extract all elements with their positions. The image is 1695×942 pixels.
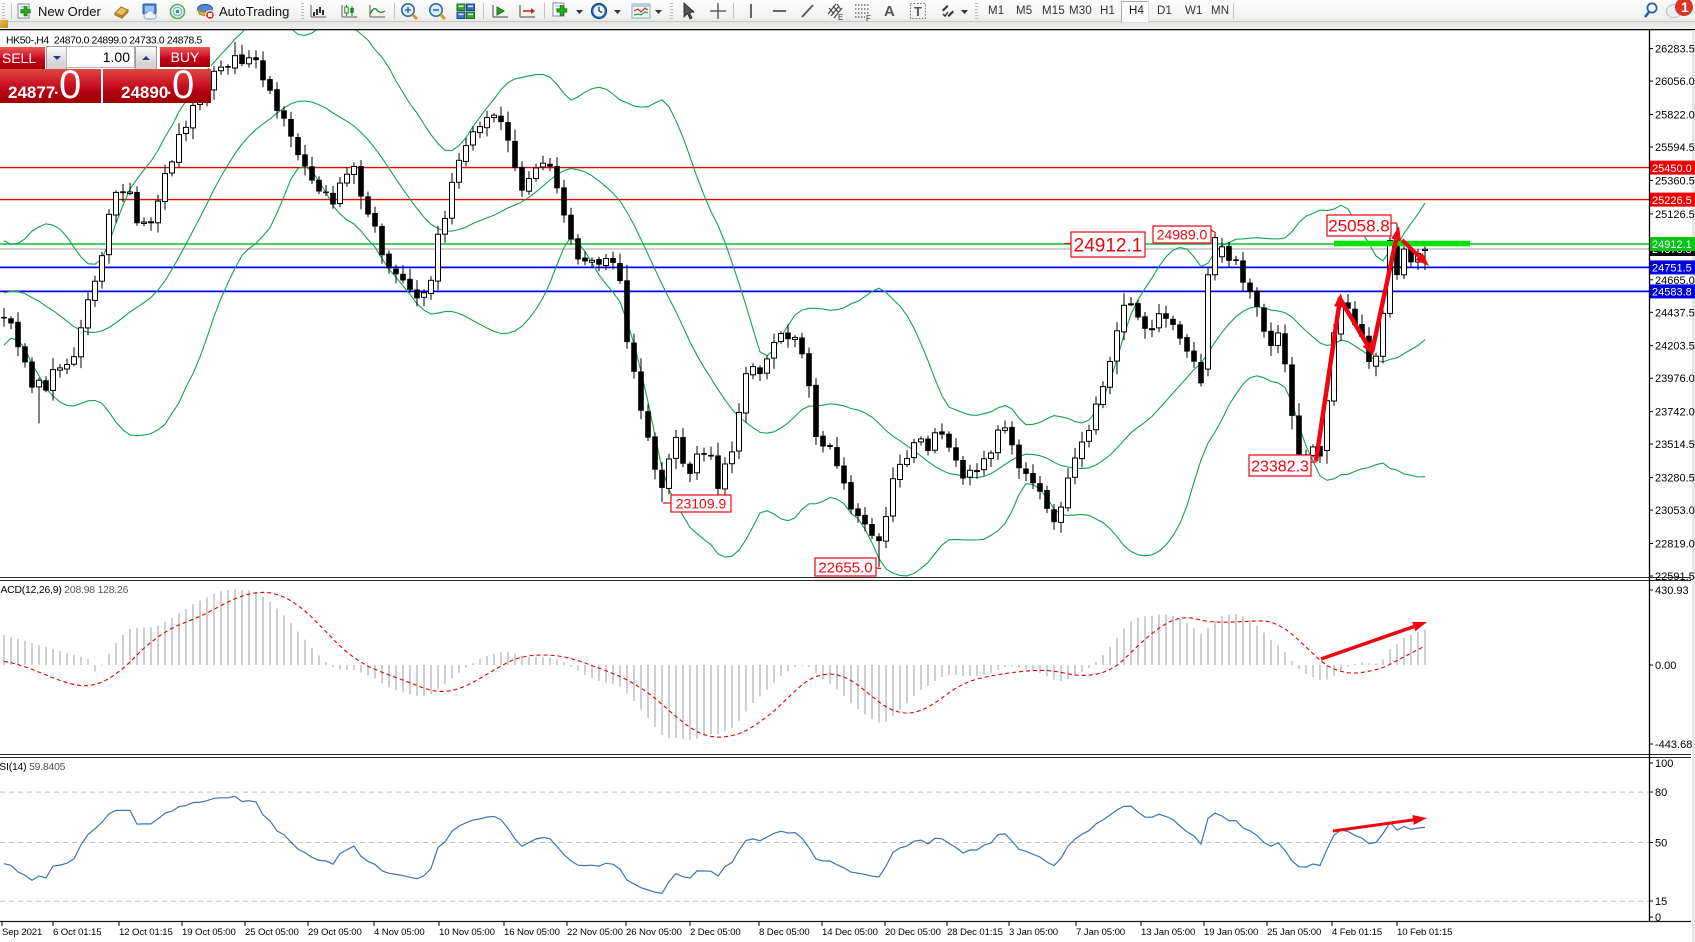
svg-text:25 Jan 05:00: 25 Jan 05:00 <box>1267 927 1321 938</box>
svg-text:430.93: 430.93 <box>1655 585 1689 597</box>
svg-text:23280.5: 23280.5 <box>1655 473 1695 485</box>
svg-text:MACD(12,26,9) 208.98 128.26: MACD(12,26,9) 208.98 128.26 <box>0 585 129 596</box>
svg-text:22655.0: 22655.0 <box>818 559 872 576</box>
svg-text:22 Nov 05:00: 22 Nov 05:00 <box>567 927 623 938</box>
svg-text:24665.0: 24665.0 <box>1655 275 1695 287</box>
svg-text:23742.0: 23742.0 <box>1655 407 1695 419</box>
svg-text:19 Jan 05:00: 19 Jan 05:00 <box>1204 927 1258 938</box>
svg-text:26 Nov 05:00: 26 Nov 05:00 <box>626 927 682 938</box>
svg-text:HK50-,H4 24870.0 24899.0 2473: HK50-,H4 24870.0 24899.0 24733.0 24878.5 <box>6 36 203 47</box>
svg-text:25360.5: 25360.5 <box>1655 175 1695 187</box>
svg-text:23382.3: 23382.3 <box>1251 458 1309 475</box>
svg-text:28 Dec 01:15: 28 Dec 01:15 <box>947 927 1003 938</box>
svg-text:24912.1: 24912.1 <box>1652 239 1692 251</box>
svg-text:25822.0: 25822.0 <box>1655 110 1695 122</box>
svg-text:14 Dec 05:00: 14 Dec 05:00 <box>822 927 878 938</box>
svg-text:24989.0: 24989.0 <box>1157 227 1208 243</box>
svg-text:1: 1 <box>1681 0 1689 15</box>
svg-text:24583.8: 24583.8 <box>1652 287 1692 299</box>
svg-text:24912.1: 24912.1 <box>1074 235 1143 256</box>
svg-text:20 Dec 05:00: 20 Dec 05:00 <box>885 927 941 938</box>
svg-text:22819.0: 22819.0 <box>1655 539 1695 551</box>
svg-text:E: E <box>838 13 843 21</box>
svg-text:24203.5: 24203.5 <box>1655 341 1695 353</box>
svg-text:-443.68: -443.68 <box>1655 739 1692 751</box>
svg-text:22591.5: 22591.5 <box>1655 571 1695 583</box>
svg-text:19 Oct 05:00: 19 Oct 05:00 <box>182 927 236 938</box>
svg-text:24437.5: 24437.5 <box>1655 307 1695 319</box>
svg-text:25 Oct 05:00: 25 Oct 05:00 <box>245 927 299 938</box>
svg-text:23514.5: 23514.5 <box>1655 439 1695 451</box>
svg-text:2 Dec 05:00: 2 Dec 05:00 <box>690 927 741 938</box>
svg-text:0.00: 0.00 <box>1655 660 1676 672</box>
svg-text:23976.0: 23976.0 <box>1655 373 1695 385</box>
svg-text:T: T <box>914 4 922 19</box>
svg-text:29 Oct 05:00: 29 Oct 05:00 <box>308 927 362 938</box>
svg-text:25594.5: 25594.5 <box>1655 142 1695 154</box>
svg-text:13 Jan 05:00: 13 Jan 05:00 <box>1141 927 1195 938</box>
svg-text:12 Oct 01:15: 12 Oct 01:15 <box>119 927 173 938</box>
svg-text:F: F <box>866 14 871 21</box>
svg-text:3 Jan 05:00: 3 Jan 05:00 <box>1009 927 1058 938</box>
svg-text:6 Oct 01:15: 6 Oct 01:15 <box>53 927 102 938</box>
svg-text:7 Jan 05:00: 7 Jan 05:00 <box>1076 927 1125 938</box>
svg-text:25058.8: 25058.8 <box>1328 217 1389 236</box>
svg-text:0: 0 <box>1655 912 1661 924</box>
svg-text:4 Nov 05:00: 4 Nov 05:00 <box>374 927 425 938</box>
svg-text:8 Dec 05:00: 8 Dec 05:00 <box>759 927 810 938</box>
svg-text:10 Nov 05:00: 10 Nov 05:00 <box>439 927 495 938</box>
svg-text:80: 80 <box>1655 787 1667 799</box>
svg-text:23053.0: 23053.0 <box>1655 505 1695 517</box>
svg-text:24751.5: 24751.5 <box>1652 263 1692 275</box>
svg-text:RSI(14) 59.8405: RSI(14) 59.8405 <box>0 762 66 773</box>
svg-text:Sep 2021: Sep 2021 <box>2 927 42 938</box>
svg-text:23109.9: 23109.9 <box>676 496 727 512</box>
svg-text:26056.0: 26056.0 <box>1655 76 1695 88</box>
svg-text:4 Feb 01:15: 4 Feb 01:15 <box>1332 927 1382 938</box>
svg-text:100: 100 <box>1655 758 1673 770</box>
svg-text:50: 50 <box>1655 838 1667 850</box>
svg-text:15: 15 <box>1655 896 1667 908</box>
svg-text:16 Nov 05:00: 16 Nov 05:00 <box>504 927 560 938</box>
svg-text:10 Feb 01:15: 10 Feb 01:15 <box>1397 927 1452 938</box>
svg-text:26283.5: 26283.5 <box>1655 44 1695 56</box>
svg-text:25450.0: 25450.0 <box>1652 163 1692 175</box>
svg-text:25126.5: 25126.5 <box>1655 209 1695 221</box>
svg-text:25226.5: 25226.5 <box>1652 195 1692 207</box>
